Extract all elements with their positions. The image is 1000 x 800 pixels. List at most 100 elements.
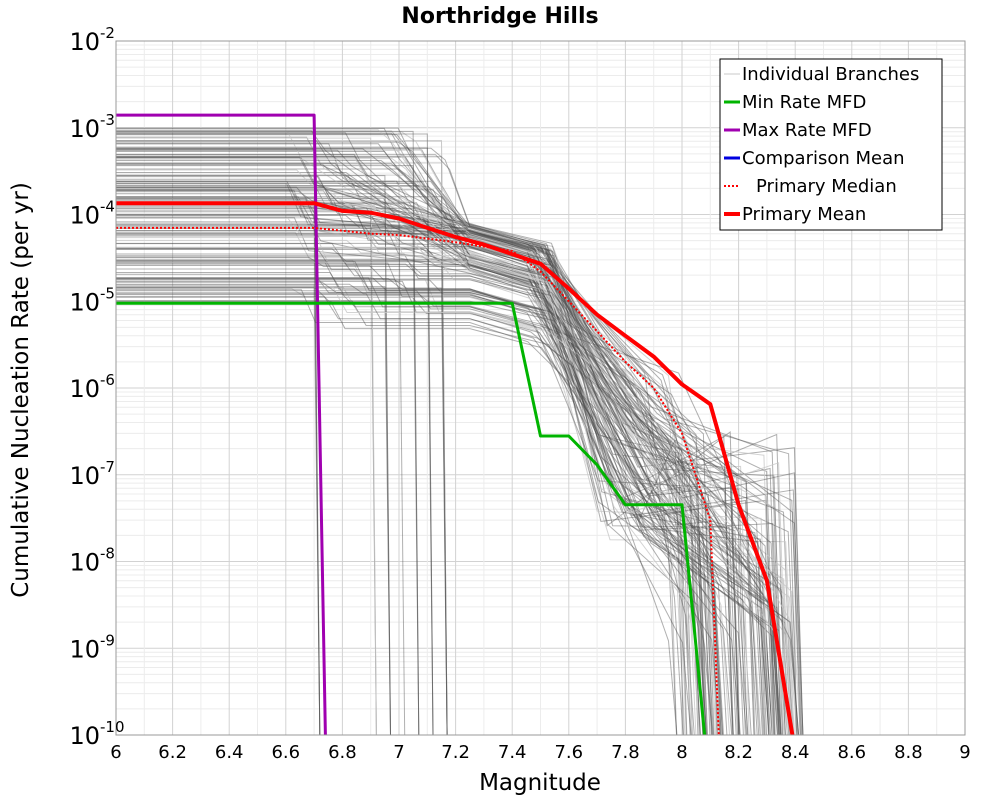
individual-branch-line — [116, 221, 434, 736]
individual-branch-line — [116, 196, 448, 736]
individual-branch-line — [116, 227, 719, 736]
y-tick-label: 10 -2 — [69, 24, 115, 56]
x-tick-label: 6.4 — [215, 742, 244, 763]
x-tick-label: 6 — [110, 742, 121, 763]
individual-branch-line — [116, 157, 722, 736]
y-tick-base: 10 — [69, 202, 100, 230]
individual-branch-line — [116, 154, 801, 736]
individual-branch-line — [116, 185, 773, 736]
individual-branch-line — [116, 172, 688, 736]
individual-branch-line — [116, 246, 785, 736]
y-tick-exponent: -8 — [100, 545, 115, 563]
x-tick-label: 8 — [676, 742, 687, 763]
individual-branch-line — [116, 169, 694, 736]
individual-branch-line — [116, 207, 772, 736]
individual-branch-line — [116, 216, 782, 736]
individual-branch-line — [116, 253, 782, 736]
x-axis-label: Magnitude — [479, 770, 601, 796]
individual-branch-line — [116, 217, 686, 736]
individual-branch-line — [116, 203, 721, 736]
individual-branch-line — [116, 156, 678, 736]
y-tick-label: 10 -5 — [69, 284, 115, 316]
individual-branch-line — [116, 278, 767, 736]
individual-branch-line — [116, 289, 783, 736]
individual-branch-line — [116, 280, 763, 736]
x-tick-label: 6.2 — [158, 742, 187, 763]
y-tick-base: 10 — [69, 115, 100, 143]
individual-branch-line — [116, 261, 704, 736]
x-tick-label: 8.8 — [894, 742, 923, 763]
y-tick-label: 10 -4 — [69, 198, 115, 230]
series-line-primary-mean — [116, 201, 795, 736]
individual-branch-line — [116, 200, 795, 736]
x-tick-label: 6.6 — [271, 742, 300, 763]
y-tick-label: 10 -3 — [69, 111, 115, 143]
legend-box — [719, 58, 943, 231]
legend-label: Primary Mean — [742, 204, 866, 225]
individual-branch-line — [116, 143, 756, 736]
series-line-min-rate-mfd — [116, 301, 707, 736]
y-tick-base: 10 — [69, 375, 100, 403]
individual-branch-line — [116, 162, 760, 736]
y-tick-base: 10 — [69, 288, 100, 316]
series-line-primary-median — [116, 226, 720, 736]
individual-branch-line — [116, 292, 792, 736]
x-tick-label: 9 — [959, 742, 970, 763]
individual-branch-line — [116, 257, 707, 736]
y-tick-exponent: -6 — [100, 371, 115, 389]
individual-branch-line — [116, 168, 691, 736]
x-tick-labels: 6 6.2 6.4 6.6 6.8 7 7.2 7.4 7.6 7.8 8 8.2 8.4 8.6 8.8 9 — [110, 742, 970, 763]
individual-branch-line — [116, 176, 704, 736]
y-tick-label: 10 -10 — [69, 718, 124, 750]
individual-branch-line — [116, 265, 779, 736]
x-tick-label: 8.2 — [724, 742, 753, 763]
individual-branch-line — [116, 158, 788, 736]
individual-branch-line — [116, 296, 704, 736]
individual-branch-line — [116, 130, 420, 736]
individual-branch-line — [116, 214, 321, 736]
y-tick-exponent: -9 — [100, 631, 115, 649]
individual-branch-line — [116, 165, 420, 736]
individual-branch-line — [116, 284, 321, 736]
individual-branch-line — [116, 288, 784, 736]
individual-branch-line — [116, 278, 684, 736]
individual-branch-line — [116, 227, 791, 736]
individual-branch-line — [116, 296, 711, 736]
individual-branch-line — [116, 174, 788, 736]
legend-label: Max Rate MFD — [742, 120, 872, 141]
x-tick-label: 7.4 — [498, 742, 527, 763]
individual-branch-line — [116, 300, 391, 736]
individual-branch-line — [116, 300, 773, 736]
y-tick-label: 10 -7 — [69, 458, 115, 490]
individual-branch-line — [116, 140, 448, 736]
individual-branch-line — [116, 190, 798, 736]
individual-branch-line — [116, 175, 391, 736]
individual-branch-line — [116, 183, 715, 736]
y-axis-label: Cumulative Nucleation Rate (per yr) — [8, 182, 34, 598]
individual-branch-line — [116, 199, 765, 736]
x-tick-label: 7.8 — [611, 742, 640, 763]
plot-frame — [115, 40, 966, 736]
plot-border — [115, 40, 966, 736]
individual-branch-line — [116, 214, 406, 736]
individual-branch-line — [116, 180, 748, 736]
individual-branch-line — [116, 160, 802, 736]
individual-branch-line — [116, 223, 720, 736]
y-tick-base: 10 — [69, 462, 100, 490]
y-tick-base: 10 — [69, 549, 100, 577]
individual-branch-line — [116, 256, 799, 736]
individual-branch-line — [116, 133, 434, 736]
series-lines — [116, 113, 795, 736]
y-tick-base: 10 — [69, 28, 100, 56]
individual-branch-line — [116, 260, 779, 736]
individual-branch-line — [116, 132, 714, 736]
individual-branch-line — [116, 189, 786, 736]
x-tick-label: 8.4 — [781, 742, 810, 763]
legend-label: Individual Branches — [742, 64, 919, 85]
individual-branch-line — [116, 203, 746, 736]
individual-branch-line — [116, 277, 748, 736]
legend: Individual Branches Min Rate MFD Max Rate … — [719, 58, 943, 231]
y-tick-label: 10 -6 — [69, 371, 115, 403]
individual-branch-line — [116, 187, 700, 736]
